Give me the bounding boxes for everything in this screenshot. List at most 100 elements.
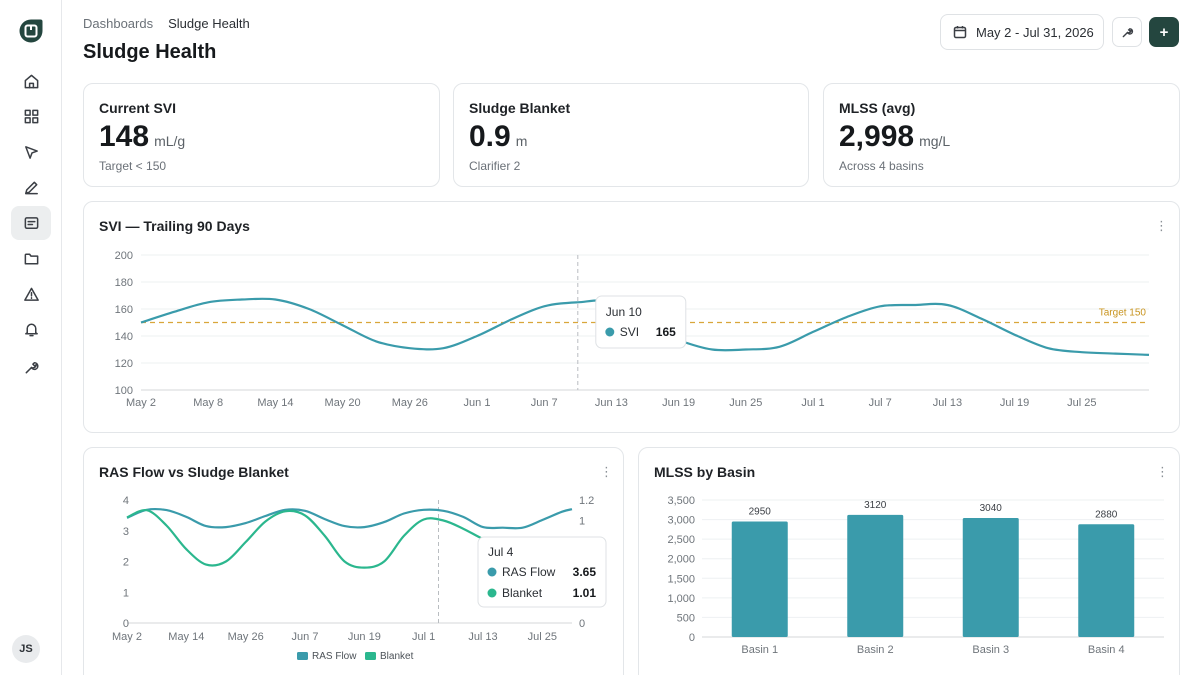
x-tick-label: May 2 (112, 631, 142, 643)
sidebar-item-tools[interactable] (11, 350, 51, 384)
x-tick-label: Jun 13 (595, 397, 628, 409)
add-button[interactable]: + (1149, 17, 1179, 47)
x-tick-label: Jun 25 (729, 397, 762, 409)
sidebar-item-alerts[interactable] (11, 277, 51, 311)
kpi-unit: mL/g (154, 133, 186, 149)
tooltip-swatch (487, 567, 497, 577)
pointer-icon (24, 145, 38, 159)
kpi-subtitle: Across 4 basins (839, 159, 924, 173)
bell-icon (24, 323, 38, 336)
y-left-tick-label: 0 (123, 618, 129, 630)
chart-title: MLSS by Basin (654, 464, 756, 480)
bar-value-label: 3120 (864, 500, 887, 511)
report-icon (24, 216, 38, 229)
more-icon[interactable]: ⋮ (600, 464, 613, 479)
y-right-tick-label: 1.2 (579, 495, 594, 507)
y-tick-label: 160 (115, 304, 133, 316)
x-tick-label: May 20 (325, 397, 361, 409)
sidebar-item-reports[interactable] (11, 206, 51, 240)
bar-value-label: 2950 (749, 507, 772, 518)
tooltip-date: Jul 4 (488, 545, 514, 559)
y-tick-label: 2,500 (667, 534, 695, 546)
more-icon[interactable]: ⋮ (1156, 464, 1169, 479)
svi-chart-card: SVI — Trailing 90 Days ⋮ 100 120 140 160 180… (83, 201, 1180, 433)
wrench-icon (1122, 27, 1133, 37)
tooltip-label: RAS Flow (502, 565, 556, 579)
breadcrumb-dashboards[interactable]: Dashboards (83, 16, 154, 31)
date-range-button[interactable]: May 2 - Jul 31, 2026 (940, 14, 1104, 50)
kpi-value: 2,998 mg/L (839, 120, 950, 154)
y-tick-label: 140 (115, 331, 133, 343)
mlss-chart-card: MLSS by Basin ⋮ 0 500 1,000 1,500 2,000 2,500… (638, 447, 1180, 675)
y-tick-label: 2,000 (667, 554, 695, 566)
more-icon[interactable]: ⋮ (1155, 218, 1168, 233)
sidebar-item-dashboards[interactable] (11, 99, 51, 133)
kpi-card-sludge-blanket: Sludge Blanket 0.9 m Clarifier 2 (453, 83, 809, 187)
tooltip-label: SVI (620, 325, 639, 339)
date-range-label: May 2 - Jul 31, 2026 (976, 24, 1094, 40)
y-right-tick-label: 0 (579, 618, 585, 630)
y-left-tick-label: 2 (123, 557, 129, 569)
x-tick-label: Basin 3 (972, 644, 1009, 656)
sidebar-item-edit[interactable] (11, 170, 51, 204)
tools-button[interactable] (1112, 17, 1142, 47)
y-tick-label: 3,000 (667, 515, 695, 527)
x-tick-label: Jun 19 (662, 397, 695, 409)
page-title: Sludge Health (83, 41, 217, 63)
svi-line-chart: 100 120 140 160 180 200 May 2 May 8 May 14 May 20… (115, 250, 1150, 409)
x-tick-label: Basin 1 (741, 644, 778, 656)
logo-icon[interactable] (18, 18, 44, 44)
y-left-tick-label: 4 (123, 495, 129, 507)
x-tick-label: May 14 (257, 397, 293, 409)
sidebar: JS (0, 0, 62, 675)
kpi-number: 0.9 (469, 120, 511, 153)
sidebar-item-files[interactable] (11, 241, 51, 275)
tooltip-swatch (605, 327, 615, 337)
sidebar-item-notifications[interactable] (11, 312, 51, 346)
x-tick-label: Basin 2 (857, 644, 894, 656)
breadcrumb: Dashboards Sludge Health (83, 16, 250, 31)
kpi-card-mlss: MLSS (avg) 2,998 mg/L Across 4 basins (823, 83, 1180, 187)
tooltip-value: 165 (656, 325, 676, 339)
ras-chart-card: RAS Flow vs Sludge Blanket ⋮ 0 1 2 3 4 0 1 1.2 M… (83, 447, 624, 675)
x-tick-label: Jun 7 (531, 397, 558, 409)
x-tick-label: May 26 (392, 397, 428, 409)
kpi-title: MLSS (avg) (839, 100, 916, 116)
x-tick-label: Jul 1 (412, 631, 435, 643)
x-tick-label: Jul 7 (869, 397, 892, 409)
ras-tooltip: Jul 4 RAS Flow 3.65 Blanket 1.01 (477, 536, 607, 608)
sidebar-item-home[interactable] (11, 64, 51, 98)
sidebar-item-navigate[interactable] (11, 135, 51, 169)
kpi-title: Sludge Blanket (469, 100, 571, 116)
chart-title: SVI — Trailing 90 Days (99, 218, 250, 234)
x-tick-label: Jun 1 (464, 397, 491, 409)
y-right-tick-label: 1 (579, 516, 585, 528)
y-tick-label: 3,500 (667, 495, 695, 507)
y-tick-label: 500 (677, 612, 695, 624)
mlss-bar-chart: 0 500 1,000 1,500 2,000 2,500 3,000 3,500 2950 Ba… (667, 495, 1164, 656)
kpi-unit: mg/L (919, 133, 951, 149)
kpi-subtitle: Target < 150 (99, 159, 167, 173)
svi-tooltip: Jun 10 SVI 165 (595, 295, 687, 349)
x-tick-label: May 26 (228, 631, 264, 643)
home-icon (24, 74, 38, 88)
x-tick-label: Jul 13 (468, 631, 497, 643)
bar (962, 518, 1019, 637)
target-label: Target 150 (1099, 308, 1147, 319)
ras-flow-series-line (126, 507, 573, 530)
bar-value-label: 2880 (1095, 509, 1118, 520)
x-tick-label: Jul 1 (801, 397, 824, 409)
kpi-number: 2,998 (839, 120, 915, 153)
y-tick-label: 200 (115, 250, 133, 262)
y-tick-label: 1,500 (667, 573, 695, 585)
legend-label: Blanket (380, 651, 414, 662)
x-tick-label: May 2 (126, 397, 156, 409)
y-left-tick-label: 3 (123, 526, 129, 538)
avatar[interactable]: JS (12, 635, 40, 663)
alert-icon (23, 287, 39, 301)
x-tick-label: Jul 25 (528, 631, 557, 643)
legend-swatch (297, 652, 308, 660)
kpi-value: 0.9 m (469, 120, 527, 154)
tooltip-box (477, 536, 607, 608)
bar (847, 514, 904, 637)
